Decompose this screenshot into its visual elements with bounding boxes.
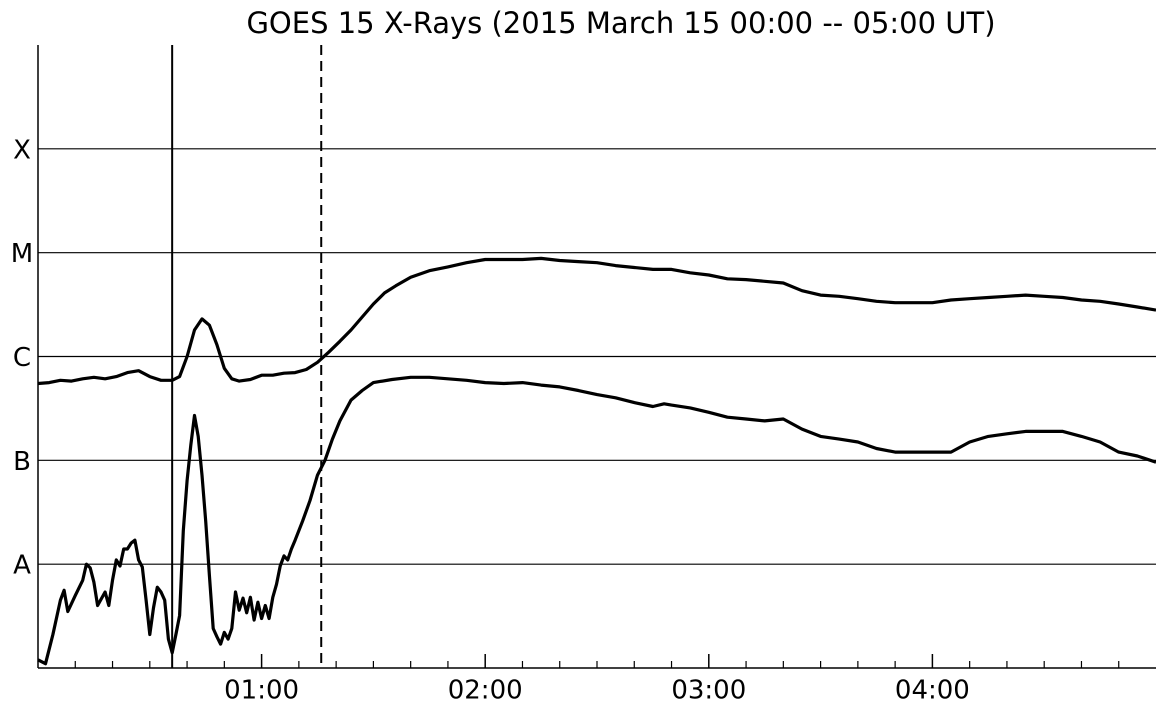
- y-tick-label: A: [13, 551, 31, 581]
- x-tick-label: 04:00: [895, 676, 970, 706]
- x-tick-label: 02:00: [448, 676, 523, 706]
- x-tick-label: 03:00: [671, 676, 746, 706]
- y-tick-label: B: [13, 447, 31, 477]
- y-tick-label: C: [13, 343, 31, 373]
- chart-title: GOES 15 X-Rays (2015 March 15 00:00 -- 0…: [246, 6, 995, 40]
- series-line: [37, 375, 1156, 666]
- y-tick-label: M: [11, 239, 33, 269]
- y-tick-label: X: [13, 135, 31, 165]
- series-line: [37, 256, 1156, 386]
- x-tick-label: 01:00: [224, 676, 299, 706]
